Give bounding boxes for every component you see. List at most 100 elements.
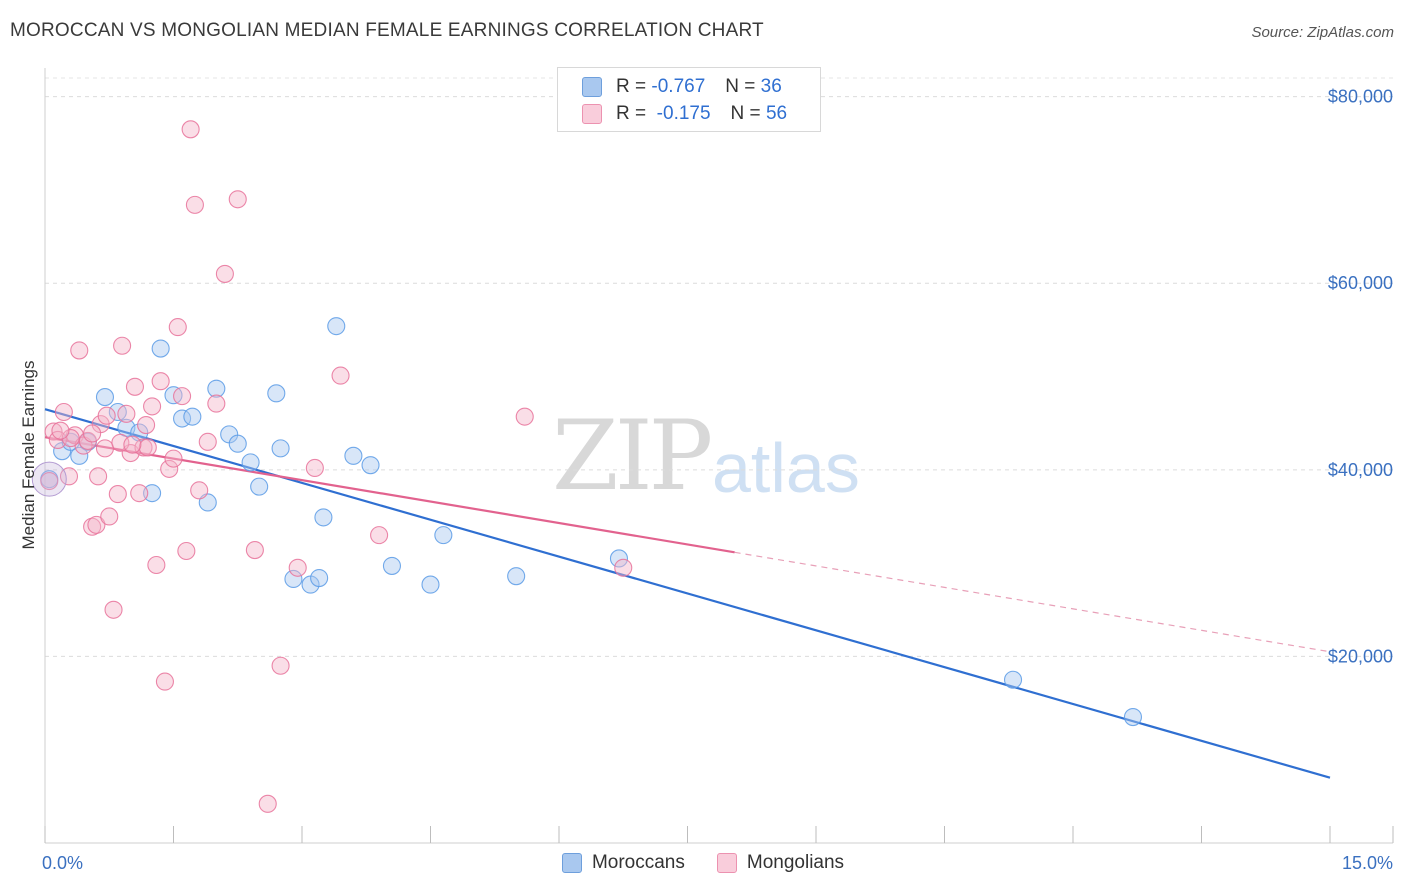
mongolians-point [40,471,59,491]
moroccans-swatch [582,77,602,97]
mongolians-point [61,429,80,448]
mongolians-point [228,190,247,209]
mongolians-point [151,372,170,391]
mongolians-point [113,336,132,355]
grid-lines [45,77,1393,657]
correlation-legend: R = -0.767 N = 36 R = -0.175 N = 56 [557,67,821,132]
moroccans-point [284,569,303,589]
overlap-point [31,461,67,497]
moroccans-point [609,549,629,568]
mongolians-point [143,397,162,416]
moroccans-point [507,567,526,586]
mongolians-point [155,672,174,691]
data-points [31,120,1143,813]
moroccans-point [241,453,260,472]
y-tick-label: $80,000 [1328,87,1393,107]
moroccans-point [1003,670,1023,689]
mongolians-point [515,407,534,426]
mongolians-point [137,415,156,435]
mongolians-point [147,555,166,575]
r-label: R = [616,76,647,97]
legend-item-mongolians: Mongolians [716,852,845,874]
mongolians-trend-extension [734,551,1331,653]
y-axis-title: Median Female Earnings [19,361,38,550]
chart-title: MOROCCAN VS MONGOLIAN MEDIAN FEMALE EARN… [10,20,764,41]
moroccans-point [267,384,286,403]
moroccans-point [310,568,329,588]
mongolians-point [123,435,142,454]
x-tick-label: 0.0% [42,853,83,873]
moroccans-point [151,339,170,358]
watermark-zip: ZIP [552,400,713,512]
n-value-mongolians: 56 [765,103,788,124]
mongolians-point [104,600,123,619]
mongolians-point [89,467,108,486]
legend-row-mongolians: R = -0.175 N = 56 [582,102,787,126]
n-label: N = [725,76,756,97]
legend-item-moroccans: Moroccans [561,852,685,874]
mongolians-point [108,485,127,504]
mongolians-legend-swatch [716,853,737,873]
r-label: R = [616,103,647,124]
mongolians-point [168,318,187,337]
moroccans-point [143,484,162,503]
moroccans-point [327,317,346,336]
mongolians-point [305,458,324,478]
moroccans-trend-line [44,408,1331,779]
moroccans-point [95,388,115,407]
mongolians-point [245,541,264,560]
mongolians-point [87,515,106,534]
mongolians-point [370,526,389,545]
mongolians-point [190,481,209,500]
source-credit: Source: ZipAtlas.com [1251,24,1394,41]
tick-labels: $20,000 $40,000 $60,000 $80,000 0.0% 15.0% [42,87,1393,873]
moroccans-point [314,508,333,527]
series-legend: Moroccans Mongolians [0,852,1406,874]
mongolians-point [130,484,149,503]
n-value-moroccans: 36 [760,76,782,97]
mongolians-point [181,120,200,139]
mongolians-point [95,439,115,458]
mongolians-point [207,394,226,413]
mongolians-point [185,195,204,214]
x-tick-label: 15.0% [1342,853,1393,873]
moroccans-point [344,446,363,465]
mongolians-point [198,432,217,451]
n-label: N = [730,103,761,124]
moroccans-point [207,379,226,398]
moroccans-legend-swatch [561,853,582,873]
legend-label-mongolians: Mongolians [746,852,845,873]
watermark-atlas: atlas [712,429,860,507]
mongolians-point [134,438,153,457]
axes [44,68,1394,844]
r-value-moroccans: -0.767 [651,76,706,97]
mongolians-point [125,377,144,396]
moroccans-point [421,575,440,594]
mongolians-point [331,366,350,385]
y-tick-label: $20,000 [1328,646,1393,666]
moroccans-point [1123,708,1143,727]
moroccans-point [382,556,402,575]
mongolians-point [83,424,102,443]
mongolians-point [288,558,307,577]
legend-label-moroccans: Moroccans [591,852,685,873]
r-value-mongolians: -0.175 [656,103,711,124]
mongolians-point [44,422,63,441]
mongolians-point [51,421,70,440]
mongolians-point [614,558,633,577]
mongolians-point [100,507,119,526]
y-tick-label: $40,000 [1328,460,1393,480]
trend-lines [44,408,1331,779]
mongolians-point [164,449,183,468]
mongolians-point [215,264,234,283]
mongolians-point [97,406,116,425]
moroccans-point [250,477,269,496]
mongolians-point [160,459,179,478]
y-tick-label: $60,000 [1328,273,1393,293]
mongolians-point [138,438,157,457]
moroccans-point [361,456,380,475]
mongolians-point [54,402,73,422]
legend-row-moroccans: R = -0.767 N = 36 [582,75,782,99]
mongolians-point [258,794,277,813]
